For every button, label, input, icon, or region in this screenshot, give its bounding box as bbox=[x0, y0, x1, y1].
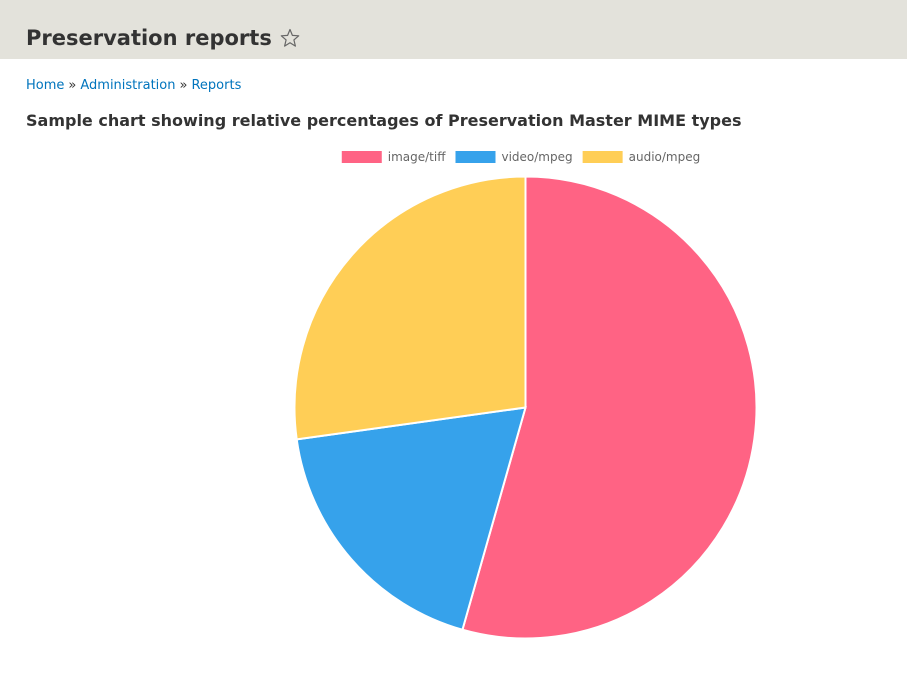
breadcrumb-reports-link[interactable]: Reports bbox=[191, 78, 242, 93]
breadcrumb-home-link[interactable]: Home bbox=[26, 78, 65, 93]
breadcrumb-separator: » bbox=[68, 78, 77, 93]
breadcrumb: Home» Administration» Reports bbox=[26, 77, 241, 95]
pie-slices bbox=[293, 175, 758, 640]
pie-slice-audio-mpeg[interactable] bbox=[293, 175, 527, 441]
chart-heading: Sample chart showing relative percentage… bbox=[26, 111, 742, 130]
page-title: Preservation reports bbox=[26, 26, 272, 50]
breadcrumb-administration-link[interactable]: Administration bbox=[80, 78, 176, 93]
legend-item-audio-mpeg[interactable]: audio/mpeg bbox=[582, 150, 701, 164]
chart-legend: image/tiff video/mpeg audio/mpeg bbox=[341, 150, 701, 164]
page-header: Preservation reports bbox=[0, 0, 907, 59]
legend-label: video/mpeg bbox=[501, 150, 572, 164]
pie-slice-image-tiff[interactable] bbox=[461, 175, 758, 640]
legend-item-image-tiff[interactable]: image/tiff bbox=[341, 150, 446, 164]
legend-swatch bbox=[455, 151, 496, 163]
page-title-row: Preservation reports bbox=[26, 25, 300, 51]
legend-label: image/tiff bbox=[388, 150, 446, 164]
legend-swatch bbox=[582, 151, 623, 163]
pie-slice-video-mpeg[interactable] bbox=[295, 406, 527, 631]
legend-label: audio/mpeg bbox=[629, 150, 701, 164]
legend-item-video-mpeg[interactable]: video/mpeg bbox=[455, 150, 573, 164]
star-outline-icon[interactable] bbox=[280, 28, 300, 48]
legend-swatch bbox=[341, 151, 382, 163]
breadcrumb-separator: » bbox=[179, 78, 188, 93]
